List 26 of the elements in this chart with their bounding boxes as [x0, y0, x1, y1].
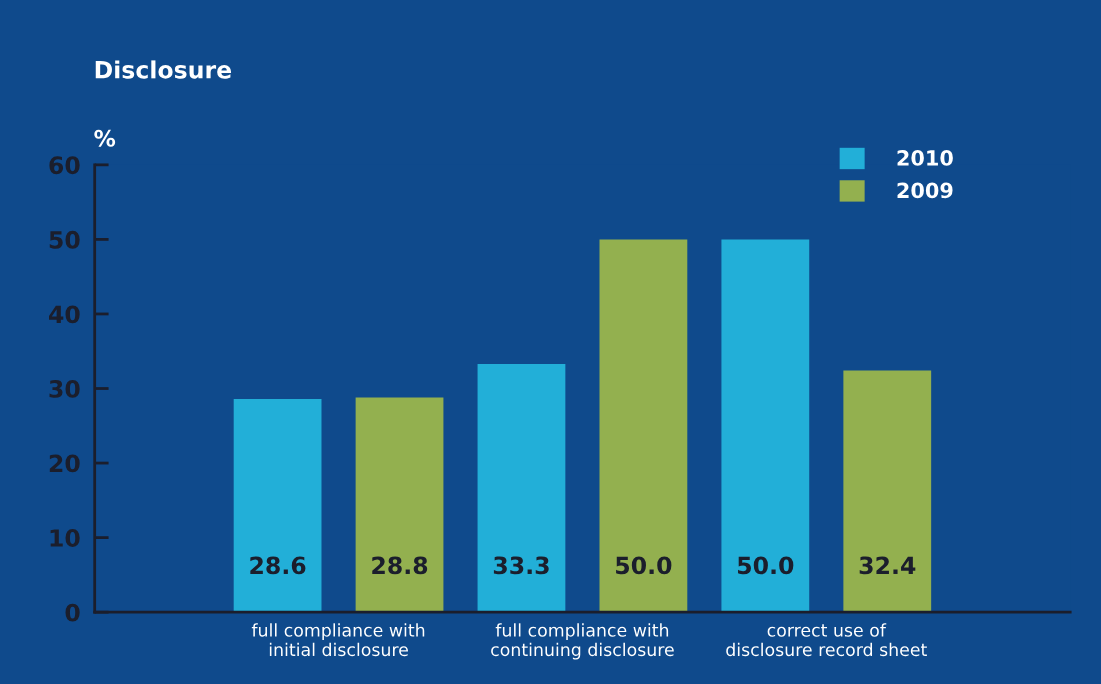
data-label: 33.3	[493, 556, 549, 575]
bar	[843, 370, 932, 613]
data-label: 28.6	[250, 556, 306, 575]
y-tick-label: 50	[49, 230, 80, 249]
y-tick-label: 20	[49, 454, 80, 473]
x-tick-label: full compliance with continuing disclosure	[491, 623, 674, 660]
data-label: 32.4	[859, 556, 916, 575]
data-label: 50.0	[738, 556, 794, 575]
y-tick-label: 40	[49, 305, 80, 324]
y-axis-title: %	[94, 129, 116, 147]
data-label: 50.0	[616, 556, 672, 575]
legend-label: 2010	[897, 150, 953, 166]
data-label: 28.8	[372, 556, 428, 575]
bar	[721, 239, 810, 613]
bar	[477, 363, 566, 613]
chart-title: Disclosure	[95, 60, 232, 79]
y-tick-label: 0	[65, 603, 80, 622]
y-tick-label: 60	[49, 156, 80, 175]
bar	[355, 397, 444, 613]
bar	[599, 239, 688, 613]
legend-label: 2009	[897, 182, 953, 199]
x-tick-label: full compliance with initial disclosure	[251, 623, 425, 657]
bar	[233, 398, 322, 613]
y-tick-label: 30	[49, 379, 80, 398]
y-tick-label: 10	[50, 529, 80, 547]
x-tick-label: correct use of disclosure record sheet	[726, 623, 927, 657]
